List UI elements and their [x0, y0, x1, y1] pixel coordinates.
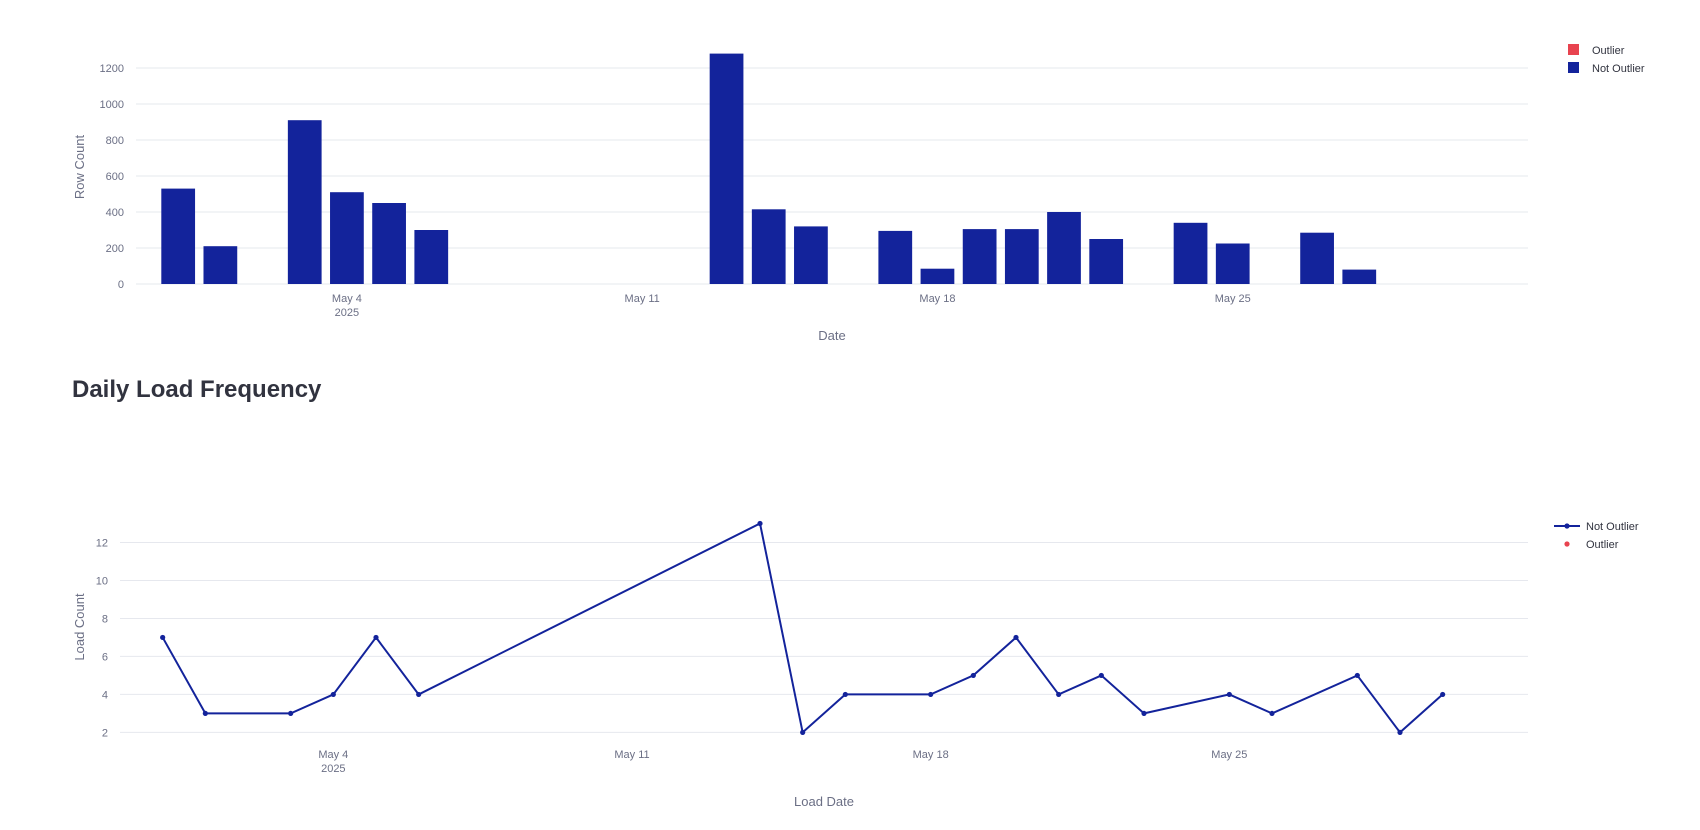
bar-not-outlier [372, 203, 406, 284]
legend-item-outlier[interactable]: Outlier [1568, 44, 1625, 57]
legend-item-not-outlier[interactable]: Not Outlier [1554, 521, 1639, 533]
x-tick-label: May 25 [1211, 749, 1247, 761]
bar-not-outlier [203, 246, 238, 284]
line-marker [416, 691, 422, 698]
line-marker [330, 691, 336, 698]
legend-item-not-outlier[interactable]: Not Outlier [1568, 62, 1645, 75]
y-tick-label: 0 [118, 279, 124, 291]
line-marker [970, 672, 976, 679]
y-tick-label: 2 [102, 727, 108, 739]
x-tick-label: May 4 [332, 293, 362, 305]
row-count-bar-chart[interactable]: 0 200 400 600 800 1000 1200 May 4 2025 May 11 May … [0, 0, 1700, 360]
y-tick-label: 400 [106, 207, 124, 219]
y-tick-label: 200 [106, 243, 124, 255]
legend-item-outlier[interactable]: Outlier [1564, 539, 1619, 551]
section-title: Daily Load Frequency [72, 376, 322, 403]
y-tick-label: 6 [102, 651, 108, 663]
y-tick-label: 12 [96, 537, 108, 549]
legend-swatch [1568, 62, 1579, 73]
bar-not-outlier [751, 209, 786, 284]
bar-not-outlier [330, 192, 364, 284]
line-marker [160, 634, 166, 641]
bar-not-outlier [161, 188, 196, 284]
y-tick-label: 1200 [100, 63, 124, 75]
bar-not-outlier [1004, 229, 1039, 284]
line-marker [928, 691, 934, 698]
legend-label: Outlier [1586, 539, 1619, 551]
legend-swatch-marker [1564, 523, 1570, 529]
y-tick-label: 1000 [100, 99, 124, 111]
x-tick-label: May 18 [919, 293, 955, 305]
bar-not-outlier [794, 226, 828, 284]
bar-not-outlier [709, 53, 744, 284]
line-marker [800, 729, 806, 736]
line-marker [1269, 710, 1275, 717]
bar-not-outlier [1215, 243, 1250, 284]
legend-label: Not Outlier [1592, 63, 1645, 75]
bar-not-outlier [414, 230, 449, 284]
legend-swatch [1568, 44, 1579, 55]
line-not-outlier [161, 522, 1444, 735]
x-axis-title: Date [818, 328, 845, 343]
x-tick-label: May 18 [913, 749, 949, 761]
y-tick-label: 600 [106, 171, 124, 183]
legend-label: Outlier [1592, 45, 1625, 57]
line-marker [1141, 710, 1147, 717]
x-tick-label: May 4 [318, 749, 348, 761]
line-marker [288, 710, 294, 717]
x-tick-sublabel: 2025 [321, 763, 345, 775]
bar-not-outlier [962, 229, 997, 284]
x-axis-title: Load Date [794, 794, 854, 809]
y-tick-label: 8 [102, 613, 108, 625]
line-marker [1397, 729, 1403, 736]
line-marker [1226, 691, 1232, 698]
bar-not-outlier [1342, 269, 1377, 284]
line-marker [1098, 672, 1104, 679]
bar-not-outlier [878, 230, 913, 284]
load-frequency-line-chart[interactable]: 2 4 6 8 10 12 May 4 2025 May 11 May 18 May 25 Load … [0, 430, 1700, 830]
bar-not-outlier [1300, 232, 1334, 284]
y-tick-label: 10 [96, 575, 108, 587]
legend-swatch-marker [1564, 541, 1570, 547]
line-marker [373, 634, 379, 641]
x-tick-label: May 11 [625, 293, 660, 305]
line-marker [1354, 672, 1360, 679]
line-marker [757, 520, 763, 527]
bar-not-outlier [1047, 212, 1081, 284]
line-marker [842, 691, 848, 698]
line-marker [1013, 634, 1019, 641]
bar-not-outlier [1089, 239, 1124, 284]
line-marker [1056, 691, 1062, 698]
y-axis-title: Load Count [72, 593, 87, 661]
x-tick-label: May 11 [614, 749, 649, 761]
y-axis-title: Row Count [72, 134, 87, 199]
bar-not-outlier [920, 268, 955, 284]
line-marker [1440, 691, 1446, 698]
x-tick-label: May 25 [1215, 293, 1251, 305]
bar-not-outlier [287, 120, 322, 284]
x-tick-sublabel: 2025 [335, 307, 359, 319]
line-marker [202, 710, 208, 717]
bar-not-outlier [1173, 222, 1208, 284]
y-tick-label: 800 [106, 135, 124, 147]
y-tick-label: 4 [102, 689, 108, 701]
legend-label: Not Outlier [1586, 521, 1639, 533]
